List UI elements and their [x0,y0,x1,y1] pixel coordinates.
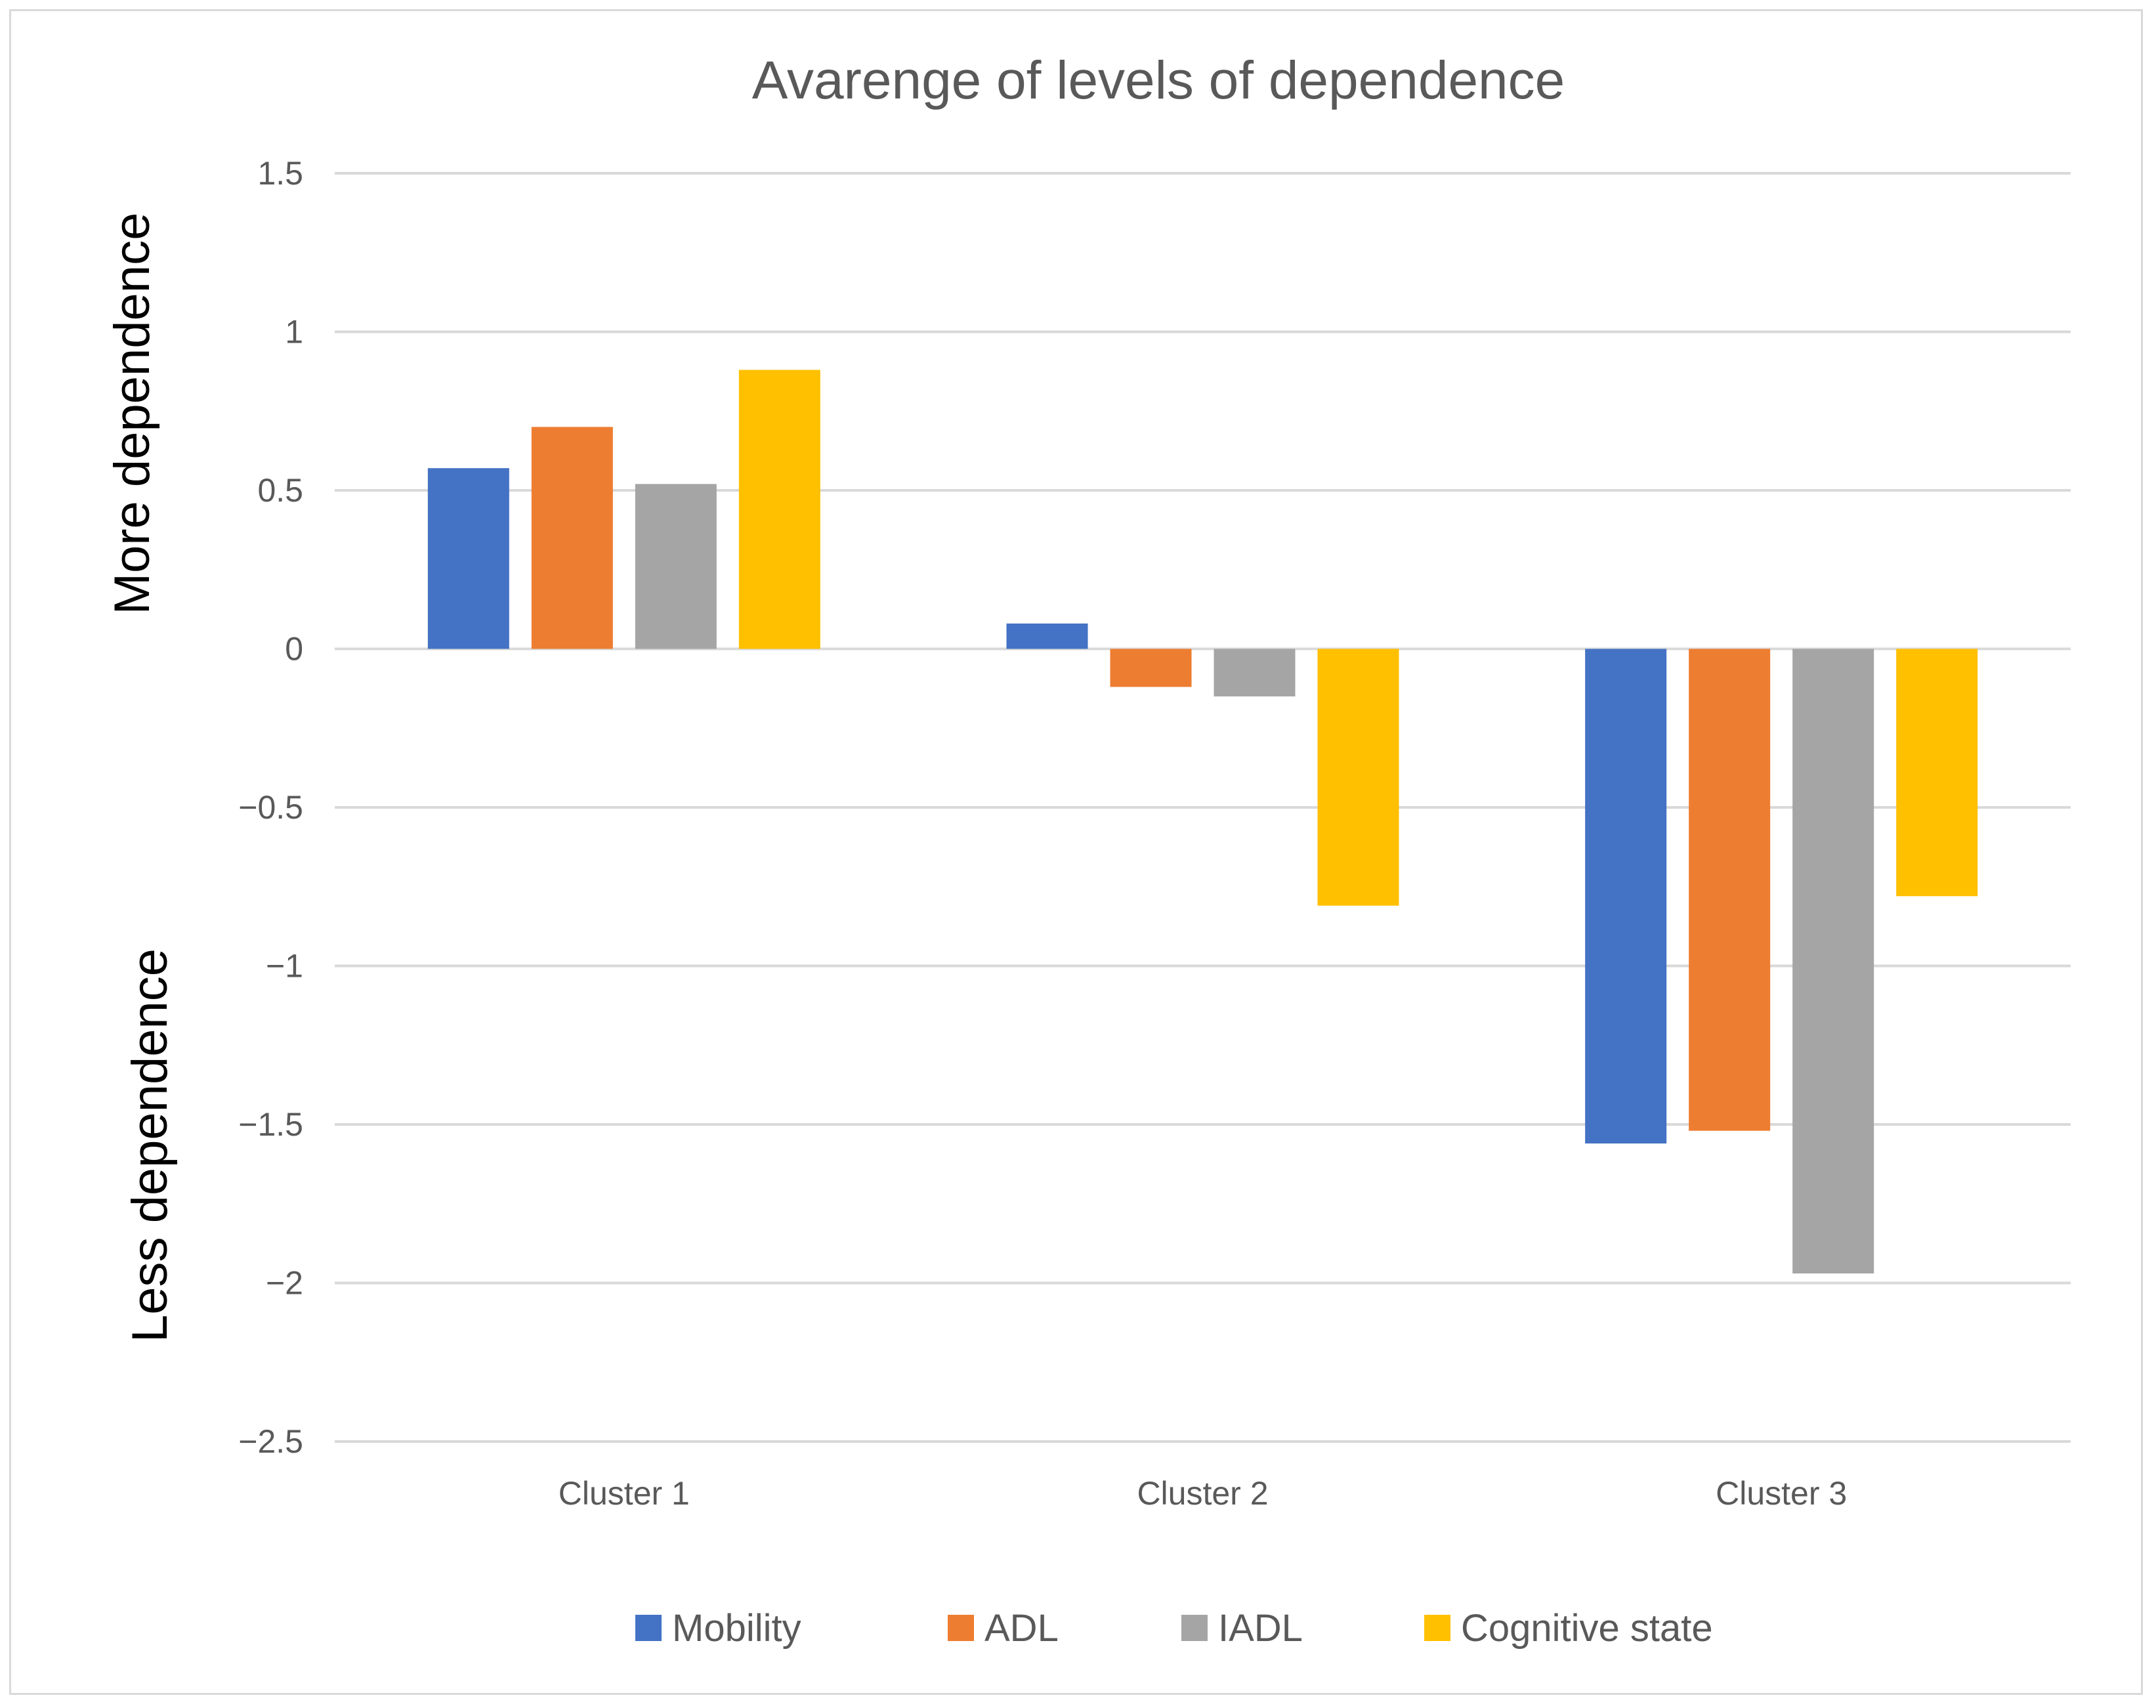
legend-item: IADL [1181,1607,1303,1650]
bar-adl-cluster-3 [1689,649,1771,1131]
bar-mobility-cluster-1 [427,468,509,649]
legend-item: Mobility [635,1607,801,1650]
y-tick-label: −1 [266,948,303,985]
y-tick-label: −1.5 [238,1106,303,1143]
bar-adl-cluster-2 [1110,649,1192,687]
bar-iadl-cluster-3 [1792,649,1874,1274]
bar-iadl-cluster-2 [1214,649,1296,696]
y-tick-label: −2.5 [238,1423,303,1460]
y-tick-label: 0 [285,631,303,668]
legend-swatch [948,1615,974,1641]
bar-cognitive-state-cluster-3 [1896,649,1978,897]
gridlines [335,172,2071,1443]
y-axis-ticks: 1.5 1 0.5 0 −0.5 −1 −1.5 −2 −2.5 [238,155,303,1460]
chart-title: Avarenge of levels of dependence [752,51,1565,110]
bar-cognitive-state-cluster-1 [738,370,820,649]
legend-swatch [1424,1615,1450,1641]
x-category-label: Cluster 3 [1716,1475,1847,1512]
legend-item: Cognitive state [1424,1607,1713,1650]
y-tick-label: 1 [285,314,303,351]
y-tick-label: 0.5 [257,472,303,509]
x-category-label: Cluster 1 [559,1475,690,1512]
x-axis-categories: Cluster 1 Cluster 2 Cluster 3 [559,1475,1847,1512]
bar-cognitive-state-cluster-2 [1317,649,1399,906]
chart-frame [9,9,2143,1695]
bar-adl-cluster-1 [531,427,613,649]
legend-label: Cognitive state [1461,1607,1713,1650]
legend-label: ADL [984,1607,1059,1650]
bar-mobility-cluster-3 [1585,649,1667,1143]
y-tick-label: −2 [266,1265,303,1302]
y-tick-label: −0.5 [238,789,303,826]
legend-label: Mobility [672,1607,801,1650]
annotation-more-dependence: More dependence [104,213,160,615]
bar-iadl-cluster-1 [635,484,717,649]
annotation-less-dependence: Less dependence [122,949,178,1342]
x-category-label: Cluster 2 [1137,1475,1268,1512]
legend-label: IADL [1218,1607,1303,1650]
legend-item: ADL [948,1607,1059,1650]
legend-swatch [1181,1615,1208,1641]
legend: Mobility ADL IADL Cognitive state [635,1607,1713,1650]
legend-swatch [635,1615,662,1641]
bars [427,370,1978,1274]
bar-mobility-cluster-2 [1006,623,1088,649]
y-tick-label: 1.5 [257,155,303,192]
